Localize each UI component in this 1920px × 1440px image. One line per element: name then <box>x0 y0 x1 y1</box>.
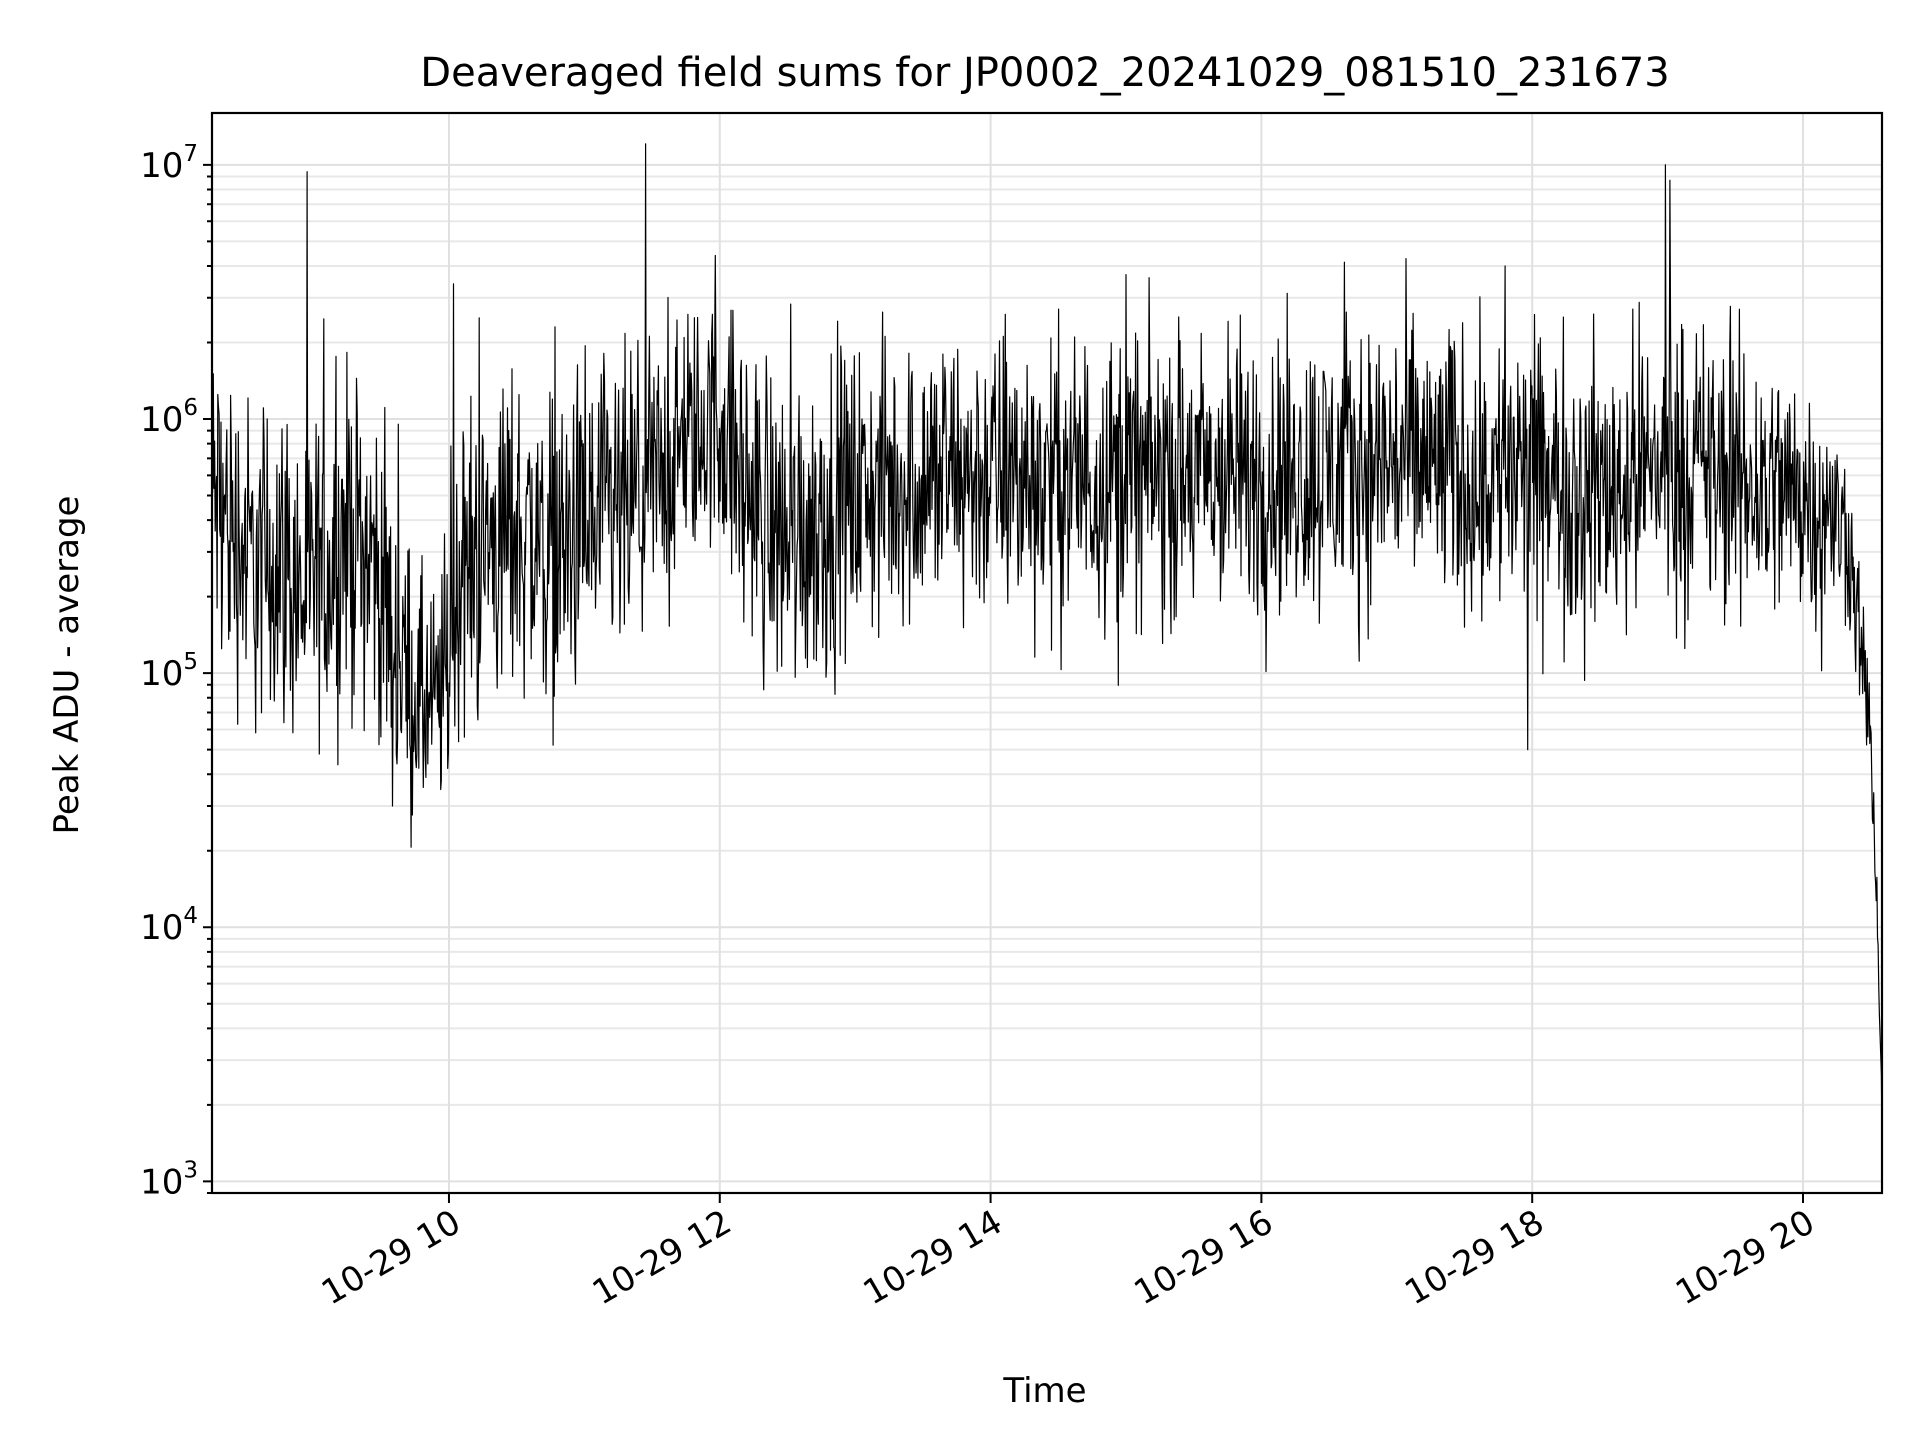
y-tick-label-exponent: 5 <box>183 649 198 675</box>
y-tick-label: 106 <box>140 395 198 440</box>
y-tick-label-exponent: 6 <box>183 395 198 421</box>
y-tick-label-base: 10 <box>140 146 183 186</box>
y-tick-label-exponent: 7 <box>183 141 198 167</box>
grid <box>212 113 1882 1194</box>
plot-frame <box>210 111 1884 1195</box>
y-tick-label: 105 <box>140 649 198 694</box>
y-tick-label: 103 <box>140 1157 198 1202</box>
y-tick-label: 104 <box>140 903 198 948</box>
series-layer <box>211 143 1883 1142</box>
y-tick-label-base: 10 <box>140 400 183 440</box>
chart-title: Deaveraged field sums for JP0002_2024102… <box>420 50 1669 96</box>
y-axis-label: Peak ADU - average <box>47 496 87 835</box>
y-tick-label-base: 10 <box>140 908 183 948</box>
y-tick-label-exponent: 4 <box>183 903 198 929</box>
series-line <box>211 143 1883 1142</box>
x-axis-label: Time <box>1002 1371 1086 1411</box>
y-tick-label-base: 10 <box>140 1162 183 1202</box>
y-tick-label: 107 <box>140 141 198 186</box>
y-tick-label-exponent: 3 <box>183 1157 198 1183</box>
y-tick-label-base: 10 <box>140 654 183 694</box>
